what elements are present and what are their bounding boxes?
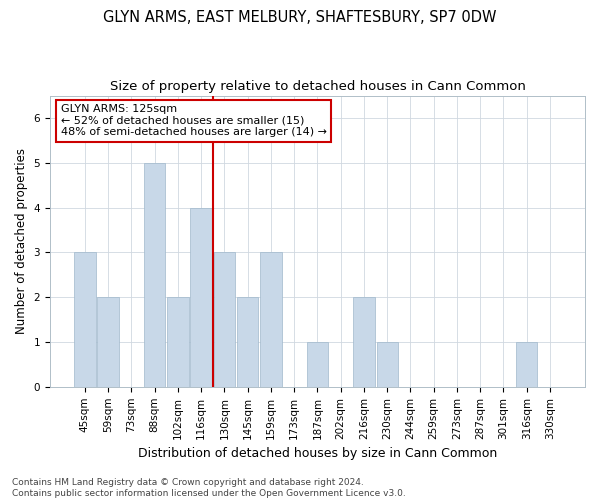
Bar [144, 163, 166, 387]
Title: Size of property relative to detached houses in Cann Common: Size of property relative to detached ho… [110, 80, 526, 93]
Bar [74, 252, 95, 387]
Bar [260, 252, 281, 387]
Bar [190, 208, 212, 387]
X-axis label: Distribution of detached houses by size in Cann Common: Distribution of detached houses by size … [138, 447, 497, 460]
Bar [307, 342, 328, 387]
Y-axis label: Number of detached properties: Number of detached properties [15, 148, 28, 334]
Bar [97, 297, 119, 387]
Text: GLYN ARMS: 125sqm
← 52% of detached houses are smaller (15)
48% of semi-detached: GLYN ARMS: 125sqm ← 52% of detached hous… [61, 104, 326, 138]
Bar [214, 252, 235, 387]
Bar [377, 342, 398, 387]
Bar [516, 342, 538, 387]
Bar [167, 297, 188, 387]
Bar [237, 297, 259, 387]
Bar [353, 297, 374, 387]
Text: Contains HM Land Registry data © Crown copyright and database right 2024.
Contai: Contains HM Land Registry data © Crown c… [12, 478, 406, 498]
Text: GLYN ARMS, EAST MELBURY, SHAFTESBURY, SP7 0DW: GLYN ARMS, EAST MELBURY, SHAFTESBURY, SP… [103, 10, 497, 25]
